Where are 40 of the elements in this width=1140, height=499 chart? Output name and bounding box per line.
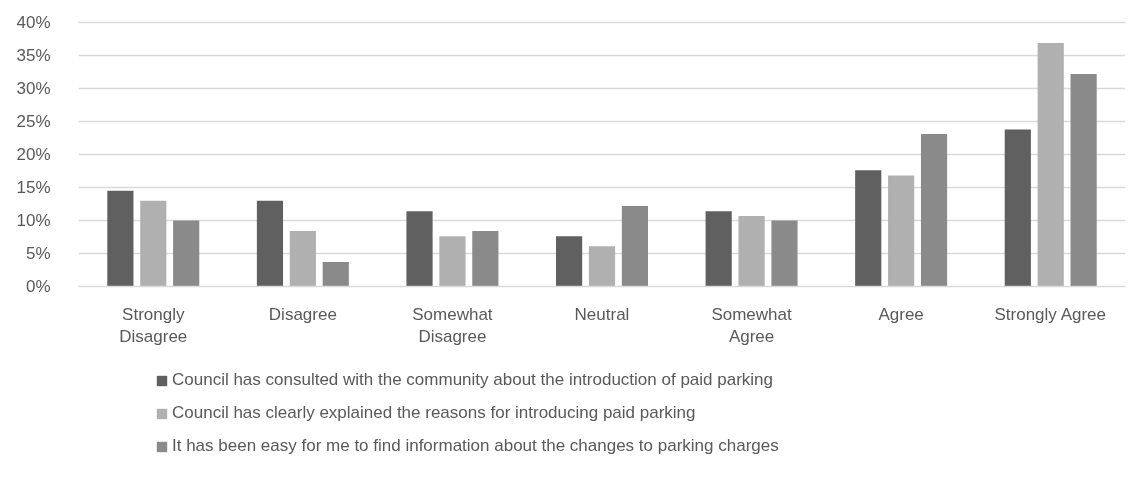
bar xyxy=(888,175,915,287)
bar xyxy=(920,134,948,287)
bar xyxy=(439,236,466,287)
y-tick-label: 10% xyxy=(16,211,51,230)
bar xyxy=(855,170,882,287)
x-tick-label: Somewhat Agree xyxy=(711,304,793,347)
bar xyxy=(705,211,732,287)
bar xyxy=(173,220,200,287)
bar xyxy=(406,211,433,287)
x-tick-label: Neutral xyxy=(574,304,630,324)
bar xyxy=(1070,73,1097,287)
y-tick-label: 5% xyxy=(25,244,51,263)
bar xyxy=(556,236,583,287)
bar xyxy=(472,231,499,287)
bar xyxy=(738,215,765,287)
legend-label: It has been easy for me to find information about the changes to parking charges xyxy=(172,436,779,456)
legend-label: Council has consulted with the community about the introduction of paid parking xyxy=(172,370,774,390)
bar xyxy=(588,246,616,287)
bar xyxy=(322,262,349,287)
x-tick-label: Strongly Agree xyxy=(994,304,1106,324)
y-tick-label: 30% xyxy=(16,79,51,98)
y-tick-label: 40% xyxy=(16,13,51,32)
legend-label: Council has clearly explained the reasons for introducing paid parking xyxy=(172,403,696,423)
bar xyxy=(256,200,284,287)
y-tick-label: 25% xyxy=(16,112,51,131)
x-tick-label: Strongly Disagree xyxy=(119,304,188,347)
x-tick-label: Somewhat Disagree xyxy=(412,304,493,347)
bar xyxy=(1004,129,1031,287)
y-tick-label: 20% xyxy=(16,145,51,164)
y-tick-label: 35% xyxy=(16,46,51,65)
y-tick-label: 15% xyxy=(16,178,51,197)
bar xyxy=(289,231,316,287)
y-tick-label: 0% xyxy=(25,277,51,296)
x-tick-label: Disagree xyxy=(268,304,337,324)
x-tick-label: Agree xyxy=(878,304,924,324)
bar xyxy=(140,200,167,287)
bar xyxy=(771,220,798,287)
bar xyxy=(107,190,134,287)
bar xyxy=(1037,42,1064,287)
bar xyxy=(621,205,648,287)
